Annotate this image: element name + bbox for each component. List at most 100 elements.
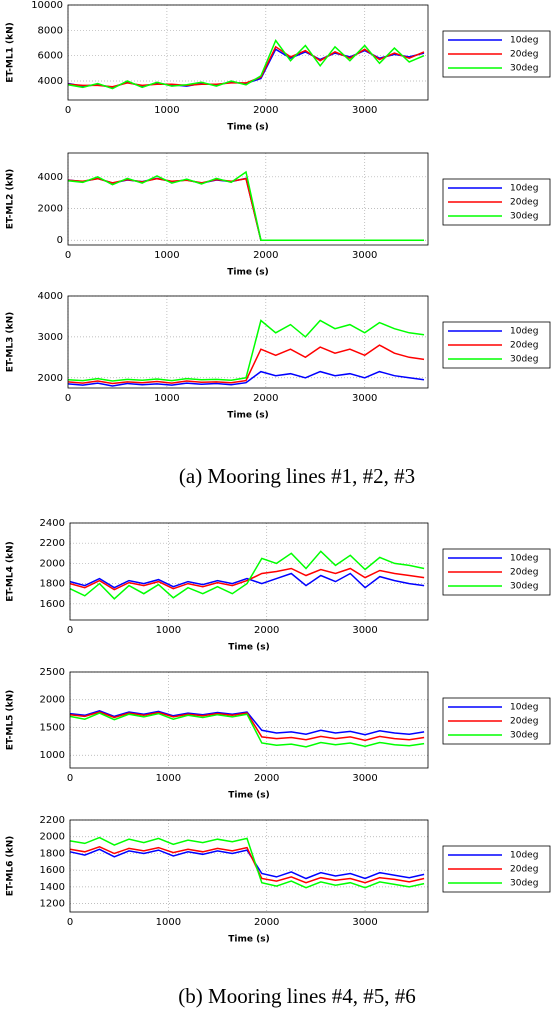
x-tick-label: 3000: [352, 250, 377, 261]
x-tick-label: 1000: [156, 625, 181, 636]
x-tick-label: 2000: [253, 105, 278, 116]
y-tick-label: 4000: [38, 172, 63, 183]
y-axis-label: ET-ML4 (kN): [6, 541, 16, 602]
plot-area: [70, 820, 428, 912]
legend-label: 20deg: [510, 50, 538, 60]
x-tick-label: 2000: [254, 917, 279, 928]
legend-label: 10deg: [510, 554, 538, 564]
plot-frame: [69, 819, 429, 913]
x-tick-label: 3000: [352, 773, 377, 784]
legend-label: 20deg: [510, 341, 538, 351]
y-tick-label: 2200: [40, 538, 65, 549]
legend-label: 30deg: [510, 64, 538, 74]
plot-area: [70, 523, 428, 620]
plot-area: [68, 5, 428, 100]
y-axis-label: ET-ML5 (kN): [6, 690, 16, 751]
series-line: [69, 836, 425, 889]
series-line: [67, 344, 425, 385]
plot-frame: [69, 671, 429, 769]
x-tick-label: 0: [65, 105, 71, 116]
x-tick-label: 2000: [253, 250, 278, 261]
y-tick-label: 3000: [38, 332, 63, 343]
x-tick-label: 1000: [154, 105, 179, 116]
x-tick-label: 3000: [352, 105, 377, 116]
legend-label: 30deg: [510, 582, 538, 592]
plot-frame: [69, 522, 429, 621]
y-tick-label: 1400: [40, 882, 65, 893]
y-tick-label: 1600: [40, 599, 65, 610]
legend-label: 10deg: [510, 703, 538, 713]
plot-area: [68, 153, 428, 245]
x-axis-label: Time (s): [227, 123, 268, 133]
y-axis-label: ET-ML3 (kN): [6, 312, 16, 373]
legend-label: 30deg: [510, 731, 538, 741]
plot-area: [70, 672, 428, 768]
series-line: [67, 38, 425, 90]
y-tick-label: 1600: [40, 865, 65, 876]
y-tick-label: 2000: [40, 695, 65, 706]
series-line: [67, 170, 424, 241]
series-line: [69, 848, 425, 880]
y-tick-label: 4000: [38, 291, 63, 302]
x-tick-label: 1000: [156, 917, 181, 928]
x-tick-label: 1000: [154, 250, 179, 261]
caption: (b) Mooring lines #4, #5, #6: [178, 984, 415, 1008]
series-line: [69, 710, 425, 736]
x-tick-label: 2000: [253, 393, 278, 404]
y-tick-label: 4000: [38, 76, 63, 87]
series-line: [69, 567, 425, 591]
legend-label: 10deg: [510, 851, 538, 861]
x-axis-label: Time (s): [228, 791, 269, 801]
x-axis-label: Time (s): [228, 935, 269, 945]
x-tick-label: 3000: [352, 393, 377, 404]
legend-label: 10deg: [510, 36, 538, 46]
x-tick-label: 3000: [352, 917, 377, 928]
x-tick-label: 0: [67, 917, 73, 928]
x-tick-label: 2000: [254, 625, 279, 636]
x-tick-label: 1000: [154, 393, 179, 404]
y-tick-label: 10000: [31, 0, 63, 11]
series-line: [69, 550, 425, 600]
plot-frame: [67, 152, 429, 246]
legend-label: 30deg: [510, 355, 538, 365]
x-tick-label: 3000: [352, 625, 377, 636]
x-tick-label: 2000: [254, 773, 279, 784]
legend-label: 20deg: [510, 865, 538, 875]
legend-label: 10deg: [510, 184, 538, 194]
y-tick-label: 2200: [40, 815, 65, 826]
series-line: [69, 712, 425, 748]
y-tick-label: 1000: [40, 750, 65, 761]
legend-label: 20deg: [510, 198, 538, 208]
x-axis-label: Time (s): [227, 411, 268, 421]
series-line: [69, 572, 425, 589]
plot-frame: [67, 295, 429, 389]
y-tick-label: 8000: [38, 25, 63, 36]
x-tick-label: 0: [65, 393, 71, 404]
legend-label: 30deg: [510, 212, 538, 222]
y-tick-label: 2500: [40, 667, 65, 678]
y-tick-label: 2000: [38, 373, 63, 384]
legend-label: 20deg: [510, 717, 538, 727]
y-tick-label: 1200: [40, 899, 65, 910]
legend-label: 30deg: [510, 879, 538, 889]
x-tick-label: 1000: [156, 773, 181, 784]
x-axis-label: Time (s): [228, 643, 269, 653]
y-tick-label: 2400: [40, 518, 65, 529]
y-tick-label: 6000: [38, 51, 63, 62]
x-axis-label: Time (s): [227, 268, 268, 278]
plot-frame: [67, 4, 429, 101]
x-tick-label: 0: [65, 250, 71, 261]
series-line: [69, 845, 425, 884]
y-tick-label: 2000: [40, 832, 65, 843]
y-axis-label: ET-ML1 (kN): [6, 22, 16, 83]
x-tick-label: 0: [67, 625, 73, 636]
y-tick-label: 1800: [40, 848, 65, 859]
series-line: [67, 45, 425, 88]
series-line: [69, 711, 425, 742]
y-axis-label: ET-ML6 (kN): [6, 836, 16, 897]
legend-label: 20deg: [510, 568, 538, 578]
y-axis-label: ET-ML2 (kN): [6, 169, 16, 230]
y-tick-label: 1800: [40, 579, 65, 590]
series-line: [67, 370, 425, 387]
